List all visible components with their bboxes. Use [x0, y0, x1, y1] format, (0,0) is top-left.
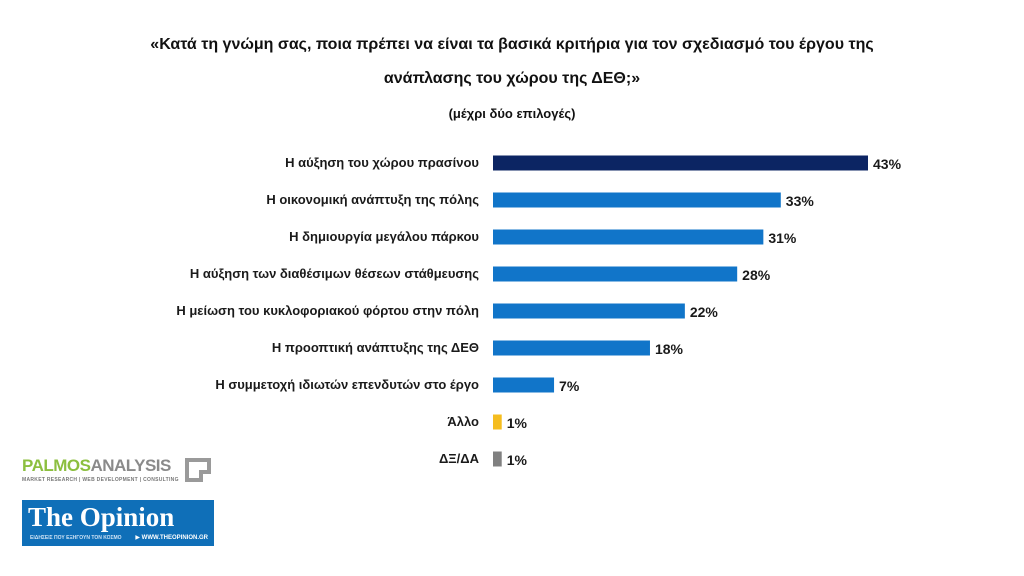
value-label: 33%	[786, 193, 815, 209]
bar	[493, 340, 650, 356]
bar	[493, 414, 502, 430]
bar	[493, 155, 868, 171]
chart-subtitle: (μέχρι δύο επιλογές)	[448, 106, 576, 121]
category-label: Η συμμετοχή ιδιωτών επενδυτών στο έργο	[215, 377, 479, 392]
category-label: ΔΞ/ΔΑ	[439, 451, 480, 466]
value-label: 43%	[873, 156, 902, 172]
bar	[493, 229, 764, 245]
chart-title-line-2: ανάπλασης του χώρου της ΔΕΘ;»	[383, 70, 641, 87]
category-label: Η αύξηση του χώρου πρασίνου	[285, 155, 479, 170]
palmos-logo-part2: ANALYSIS	[90, 456, 171, 475]
value-label: 1%	[507, 415, 528, 431]
value-label: 31%	[768, 230, 797, 246]
category-label: Η οικονομική ανάπτυξη της πόλης	[266, 192, 479, 207]
palmos-logo-icon	[185, 458, 211, 482]
the-opinion-logo-tagline: ΕΙΔΗΣΕΙΣ ΠΟΥ ΕΞΗΓΟΥΝ ΤΟΝ ΚΟΣΜΟ	[30, 535, 122, 541]
palmos-logo-subtitle: MARKET RESEARCH | WEB DEVELOPMENT | CONS…	[22, 477, 179, 483]
chart-title-line-1: «Κατά τη γνώμη σας, ποια πρέπει να είναι…	[150, 36, 874, 53]
value-label: 7%	[559, 378, 580, 394]
bar	[493, 451, 502, 467]
value-label: 28%	[742, 267, 771, 283]
palmos-logo-part1: PALMOS	[22, 456, 91, 475]
the-opinion-logo-url: ▶ WWW.THEOPINION.GR	[135, 535, 208, 541]
the-opinion-logo-title: The Opinion	[28, 502, 175, 532]
value-label: 18%	[655, 341, 684, 357]
palmos-analysis-logo: PALMOSANALYSIS MARKET RESEARCH | WEB DEV…	[22, 456, 214, 490]
bar	[493, 303, 685, 319]
bar	[493, 266, 738, 282]
value-label: 22%	[690, 304, 719, 320]
category-label: Η αύξηση των διαθέσιμων θέσεων στάθμευση…	[190, 266, 479, 281]
category-label: Άλλο	[447, 414, 479, 429]
bar	[493, 377, 555, 393]
bar	[493, 192, 781, 208]
the-opinion-logo: The Opinion ΕΙΔΗΣΕΙΣ ΠΟΥ ΕΞΗΓΟΥΝ ΤΟΝ ΚΟΣ…	[22, 500, 214, 546]
category-label: Η μείωση του κυκλοφοριακού φόρτου στην π…	[176, 303, 479, 318]
category-label: Η προοπτική ανάπτυξης της ΔΕΘ	[272, 340, 479, 355]
value-label: 1%	[507, 452, 528, 468]
category-label: Η δημιουργία μεγάλου πάρκου	[289, 229, 479, 244]
